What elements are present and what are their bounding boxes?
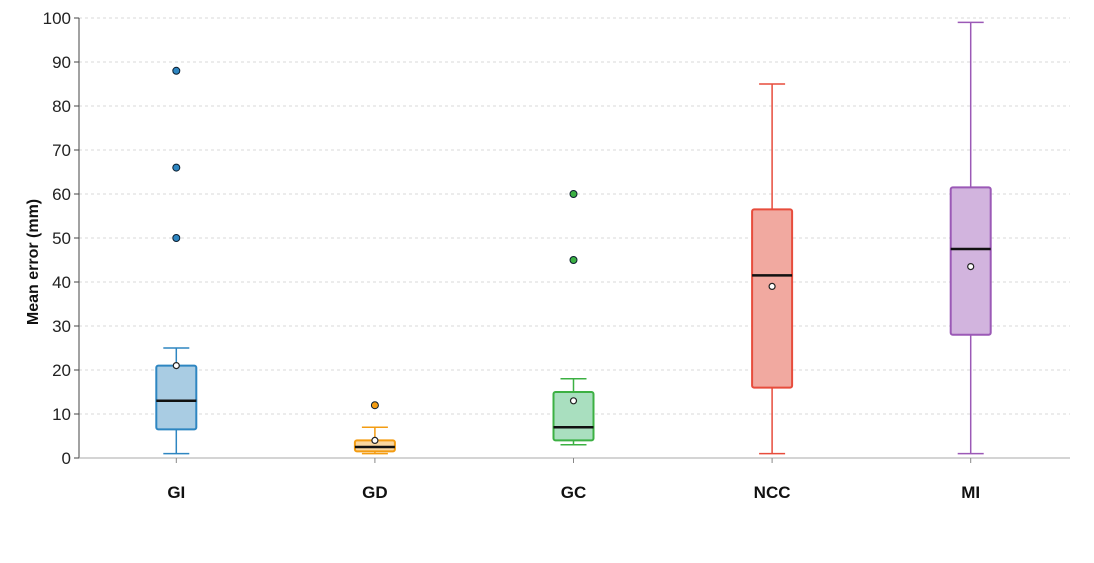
- y-tick-label: 40: [52, 273, 71, 292]
- x-tick-label: NCC: [754, 483, 791, 502]
- mean-marker: [569, 397, 578, 405]
- x-tick-label: GD: [362, 483, 388, 502]
- grid-lines: [79, 17, 1070, 415]
- y-tick-label: 30: [52, 317, 71, 336]
- y-tick-label: 100: [43, 9, 71, 28]
- x-tick-label: GC: [561, 483, 587, 502]
- box-iqr: [949, 186, 992, 336]
- y-tick-label: 90: [52, 53, 71, 72]
- y-tick-label: 70: [52, 141, 71, 160]
- y-tick-label: 50: [52, 229, 71, 248]
- y-tick-label: 60: [52, 185, 71, 204]
- box-iqr: [751, 208, 794, 389]
- y-tick-label: 20: [52, 361, 71, 380]
- x-tick-labels: GI GD GC NCC MI: [167, 458, 980, 502]
- outlier-point: [569, 190, 578, 198]
- mean-marker: [371, 436, 379, 444]
- outlier-point: [569, 256, 578, 264]
- x-tick-label: MI: [961, 483, 980, 502]
- y-tick-label: 80: [52, 97, 71, 116]
- x-tick-label: GI: [167, 483, 185, 502]
- mean-marker: [768, 282, 776, 290]
- box-group-gd: [353, 401, 396, 455]
- outlier-point: [172, 234, 181, 242]
- y-tick-labels: 0 10 20 30 40 50 60 70 80 90 100: [43, 9, 79, 468]
- outlier-point: [370, 401, 379, 410]
- mean-marker: [172, 362, 180, 370]
- boxes: [155, 21, 992, 455]
- y-tick-label: 10: [52, 405, 71, 424]
- box-group-mi: [949, 21, 992, 455]
- box-group-ncc: [751, 83, 794, 455]
- y-axis-label: Mean error (mm): [25, 199, 42, 325]
- outlier-point: [172, 66, 181, 75]
- box-iqr: [155, 364, 198, 431]
- outlier-point: [172, 163, 181, 172]
- box-group-gc: [552, 190, 595, 446]
- box-group-gi: [155, 66, 198, 455]
- y-tick-label: 0: [62, 449, 71, 468]
- mean-marker: [967, 263, 975, 271]
